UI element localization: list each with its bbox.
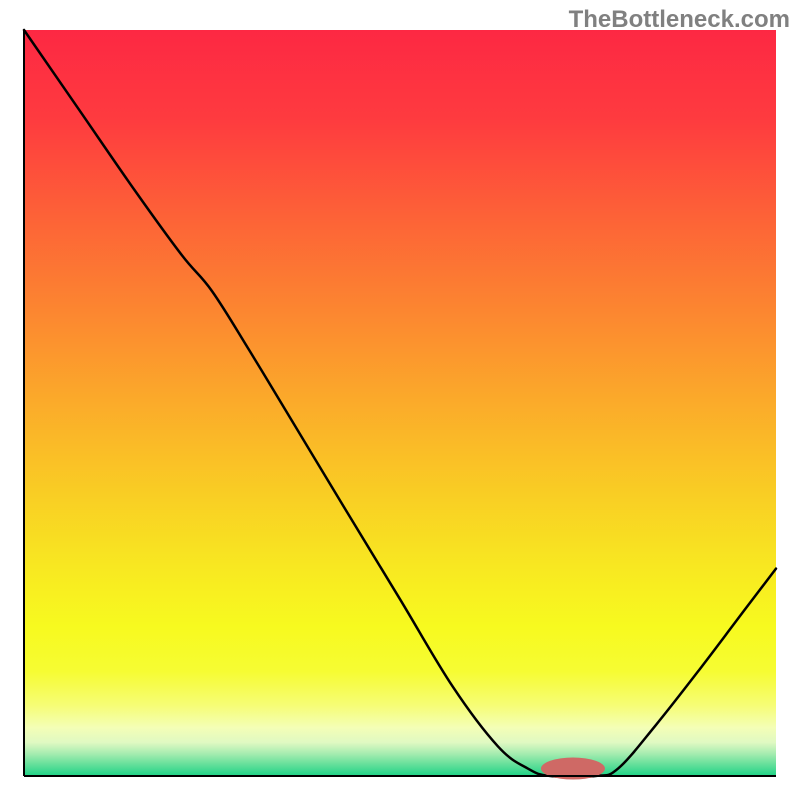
bottleneck-chart	[0, 0, 800, 800]
chart-container: TheBottleneck.com	[0, 0, 800, 800]
watermark-text: TheBottleneck.com	[569, 6, 790, 34]
plot-background	[24, 30, 776, 776]
